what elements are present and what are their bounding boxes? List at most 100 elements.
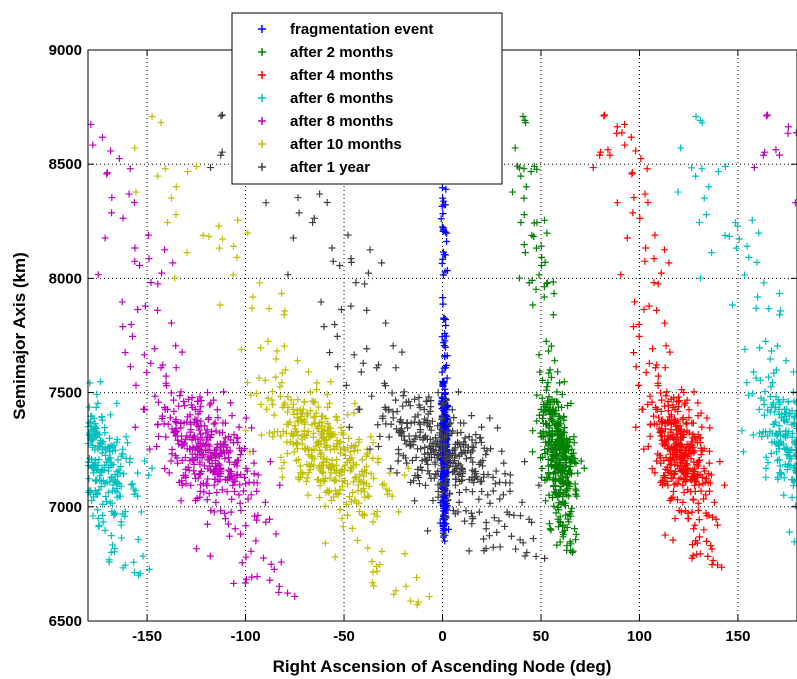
data-point xyxy=(776,462,784,470)
data-point xyxy=(772,146,780,154)
data-point xyxy=(538,473,546,481)
data-point xyxy=(658,396,666,404)
data-point xyxy=(440,314,448,322)
data-point xyxy=(776,307,784,315)
data-point xyxy=(493,528,501,536)
data-point xyxy=(117,463,125,471)
data-point xyxy=(654,372,662,380)
data-point xyxy=(420,450,428,458)
data-point xyxy=(217,112,225,120)
data-point xyxy=(547,373,555,381)
data-point xyxy=(164,420,172,428)
data-point xyxy=(399,452,407,460)
data-point xyxy=(177,388,185,396)
x-tick-label: -150 xyxy=(132,628,162,645)
data-point xyxy=(523,549,531,557)
data-point xyxy=(104,488,112,496)
data-point xyxy=(389,414,397,422)
data-point xyxy=(300,398,308,406)
data-point xyxy=(277,432,285,440)
data-point xyxy=(109,481,117,489)
data-point xyxy=(270,411,278,419)
data-point xyxy=(87,437,95,445)
data-point xyxy=(518,498,526,506)
data-point xyxy=(538,262,546,270)
data-point xyxy=(705,447,713,455)
data-point xyxy=(209,452,217,460)
data-point xyxy=(298,440,306,448)
data-point xyxy=(211,419,219,427)
data-point xyxy=(438,202,446,210)
data-point xyxy=(294,431,302,439)
data-point xyxy=(430,450,438,458)
data-point xyxy=(566,463,574,471)
data-point xyxy=(374,421,382,429)
data-point xyxy=(294,455,302,463)
data-point xyxy=(439,378,447,386)
data-point xyxy=(459,470,467,478)
data-point xyxy=(420,406,428,414)
data-point xyxy=(360,488,368,496)
data-point xyxy=(662,425,670,433)
data-point xyxy=(677,443,685,451)
data-point xyxy=(131,423,139,431)
data-point xyxy=(106,443,114,451)
data-point xyxy=(627,133,635,141)
data-point xyxy=(563,542,571,550)
data-point xyxy=(313,379,321,387)
data-point xyxy=(354,537,362,545)
data-point xyxy=(204,475,212,483)
data-point xyxy=(211,447,219,455)
data-point xyxy=(543,229,551,237)
data-point xyxy=(130,490,138,498)
data-point xyxy=(528,276,536,284)
data-point xyxy=(496,543,504,551)
data-point xyxy=(270,565,278,573)
data-point xyxy=(95,477,103,485)
data-point xyxy=(697,444,705,452)
data-point xyxy=(738,427,746,435)
data-point xyxy=(654,280,662,288)
data-point xyxy=(782,357,790,365)
data-point xyxy=(267,560,275,568)
legend-marker xyxy=(258,117,266,125)
data-point xyxy=(99,511,107,519)
data-point xyxy=(788,493,796,501)
data-point xyxy=(171,274,179,282)
data-point xyxy=(424,467,432,475)
data-point xyxy=(85,475,93,483)
data-point xyxy=(475,495,483,503)
data-point xyxy=(461,434,469,442)
data-point xyxy=(552,482,560,490)
data-point xyxy=(363,345,371,353)
data-point xyxy=(600,112,608,120)
data-point xyxy=(300,427,308,435)
data-point xyxy=(474,475,482,483)
data-point xyxy=(661,364,669,372)
data-point xyxy=(775,455,783,463)
data-point xyxy=(98,413,106,421)
data-point xyxy=(161,246,169,254)
data-point xyxy=(664,435,672,443)
data-point xyxy=(106,434,114,442)
data-point xyxy=(427,426,435,434)
data-point xyxy=(546,366,554,374)
data-point xyxy=(697,451,705,459)
data-point xyxy=(693,550,701,558)
data-point xyxy=(129,480,137,488)
data-point xyxy=(89,141,97,149)
data-point xyxy=(237,506,245,514)
data-point xyxy=(623,234,631,242)
data-point xyxy=(281,366,289,374)
data-point xyxy=(257,431,265,439)
data-point xyxy=(788,421,796,429)
data-point xyxy=(202,446,210,454)
data-point xyxy=(553,446,561,454)
data-point xyxy=(181,402,189,410)
data-point xyxy=(709,556,717,564)
data-point xyxy=(550,290,558,298)
data-point xyxy=(438,415,446,423)
data-point xyxy=(669,536,677,544)
data-point xyxy=(569,547,577,555)
data-point xyxy=(775,428,783,436)
